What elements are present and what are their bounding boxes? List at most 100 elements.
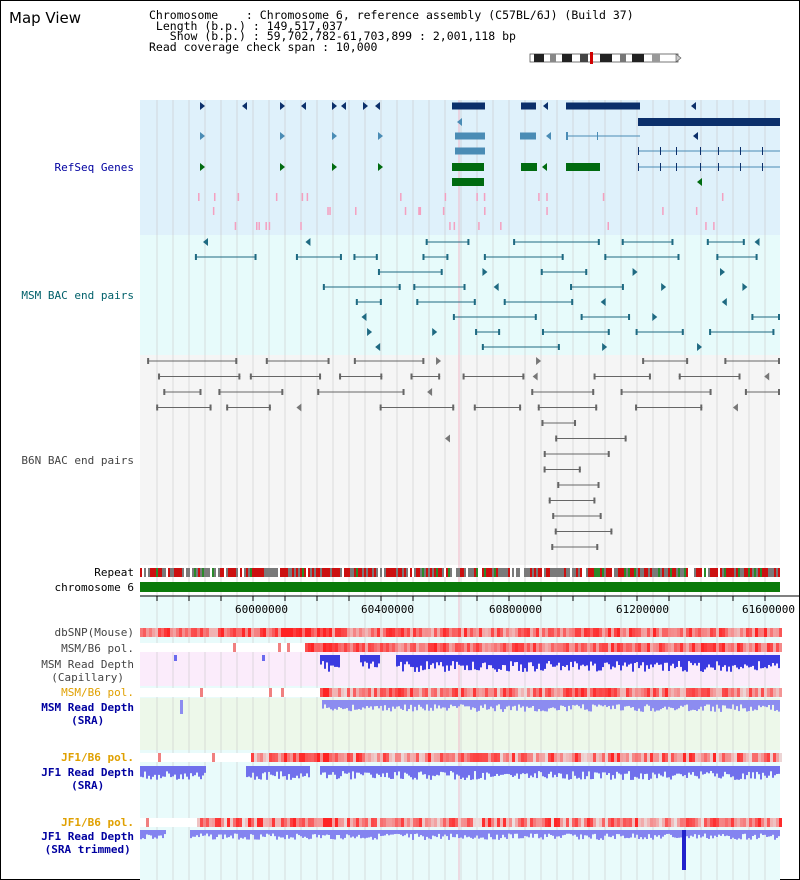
refseq-tick <box>268 222 271 230</box>
msm-pol2-cell <box>347 688 350 697</box>
msm-cap-depth-bar <box>400 655 402 662</box>
repeat-segment <box>762 568 764 577</box>
msm-pol-cell <box>674 643 677 652</box>
bac-arrow <box>445 434 450 443</box>
repeat-segment <box>528 568 530 577</box>
repeat-segment <box>700 568 702 577</box>
bac-end <box>592 389 595 395</box>
dbsnp-cell <box>581 628 584 637</box>
jf1-sra-depth-bar <box>328 766 330 775</box>
gene-block <box>676 147 677 155</box>
msm-cap-depth-bar <box>570 655 572 662</box>
jf1-sra-depth-bar <box>652 766 654 773</box>
msm-pol-cell <box>740 643 743 652</box>
msm-pol-cell <box>197 643 200 652</box>
msm-sra-depth-bar <box>614 700 616 709</box>
msm-pol2-cell <box>716 688 719 697</box>
jf1-sra-depth-bar <box>182 766 184 780</box>
repeat-segment <box>150 568 152 577</box>
jf1-pol-cell <box>389 753 392 762</box>
dbsnp-cell <box>191 628 194 637</box>
msm-cap-depth-bar <box>592 655 594 666</box>
gene-block <box>566 163 600 171</box>
repeat-segment <box>704 568 706 577</box>
repeat-segment <box>690 568 692 577</box>
msm-pol-cell <box>776 643 779 652</box>
msm-sra-depth-bar <box>778 700 780 712</box>
jf1-trim-depth-bar <box>576 830 578 837</box>
msm-cap-depth-bar <box>432 655 434 664</box>
msm-cap-depth-bar <box>690 655 692 663</box>
msm-cap-depth-bar <box>696 655 698 666</box>
refseq-tick <box>538 193 540 201</box>
jf1-pol2-cell <box>704 818 707 827</box>
msm-cap-depth-bar <box>452 655 454 662</box>
msm-pol-cell <box>755 643 758 652</box>
gene-block <box>566 132 568 140</box>
jf1-pol2-cell <box>197 818 200 827</box>
track-label-refseq[interactable]: RefSeq Genes <box>54 161 134 174</box>
msm-pol2-cell <box>563 688 566 697</box>
msm-pol-cell <box>371 643 374 652</box>
dbsnp-cell <box>740 628 743 637</box>
repeat-segment <box>512 568 514 577</box>
jf1-trim-depth-bar <box>542 830 544 840</box>
msm-pol-cell <box>563 643 566 652</box>
msm-pol-cell <box>650 643 653 652</box>
track-label-b6n-bac[interactable]: B6N BAC end pairs <box>21 454 134 467</box>
repeat-segment <box>462 568 464 577</box>
dbsnp-cell <box>665 628 668 637</box>
jf1-sra-depth-bar <box>558 766 560 774</box>
jf1-sra-depth-bar <box>424 766 426 775</box>
jf1-sra-depth-bar <box>280 766 282 772</box>
dbsnp-cell <box>452 628 455 637</box>
jf1-pol2-cell <box>593 818 596 827</box>
refseq-tick <box>265 222 267 230</box>
repeat-segment <box>472 568 474 577</box>
jf1-trim-depth-bar <box>556 830 558 837</box>
track-label-jf1-b6-pol-2: JF1/B6 pol. <box>61 816 134 829</box>
msm-pol2-cell <box>467 688 470 697</box>
msm-pol-cell <box>473 643 476 652</box>
msm-cap-depth-bar <box>364 655 366 662</box>
jf1-trim-depth-bar <box>764 830 766 835</box>
jf1-pol-cell <box>572 753 575 762</box>
msm-sra-depth-bar <box>564 700 566 707</box>
msm-cap-depth-bar <box>434 655 436 669</box>
msm-cap-depth-bar <box>654 655 656 665</box>
jf1-sra-depth-bar <box>538 766 540 772</box>
msm-sra-depth-bar <box>442 700 444 708</box>
jf1-trim-depth-bar <box>572 830 574 836</box>
gene-block <box>762 163 763 171</box>
repeat-segment <box>746 568 748 577</box>
jf1-sra-depth-bar <box>570 766 572 780</box>
repeat-segment <box>274 568 276 577</box>
msm-sra-depth-bar <box>322 700 324 709</box>
msm-cap-depth-bar <box>682 655 684 672</box>
repeat-segment <box>226 568 228 577</box>
track-label-msm-bac[interactable]: MSM BAC end pairs <box>21 289 134 302</box>
repeat-segment <box>378 568 380 577</box>
repeat-segment <box>692 568 694 577</box>
jf1-pol-cell <box>266 753 269 762</box>
dbsnp-cell <box>167 628 170 637</box>
msm-pol2-cell <box>386 688 389 697</box>
repeat-segment <box>228 568 230 577</box>
gene-arrow <box>280 102 285 110</box>
jf1-pol2-cell <box>362 818 365 827</box>
msm-pol-cell <box>398 643 401 652</box>
jf1-trim-depth-bar <box>406 830 408 834</box>
dbsnp-cell <box>179 628 182 637</box>
bac-end <box>677 254 680 260</box>
dbsnp-cell <box>146 628 149 637</box>
jf1-pol2-cell <box>341 818 344 827</box>
msm-sra-depth-bar <box>534 700 536 712</box>
jf1-trim-depth-bar <box>156 830 158 839</box>
msm-cap-depth-bar <box>498 655 500 669</box>
msm-pol2-cell <box>674 688 677 697</box>
jf1-trim-depth-bar <box>458 830 460 839</box>
jf1-sra-depth-bar <box>190 766 192 774</box>
chromosome-ideogram[interactable] <box>528 52 682 64</box>
jf1-trim-depth-bar <box>770 830 772 837</box>
jf1-pol-cell <box>554 753 557 762</box>
